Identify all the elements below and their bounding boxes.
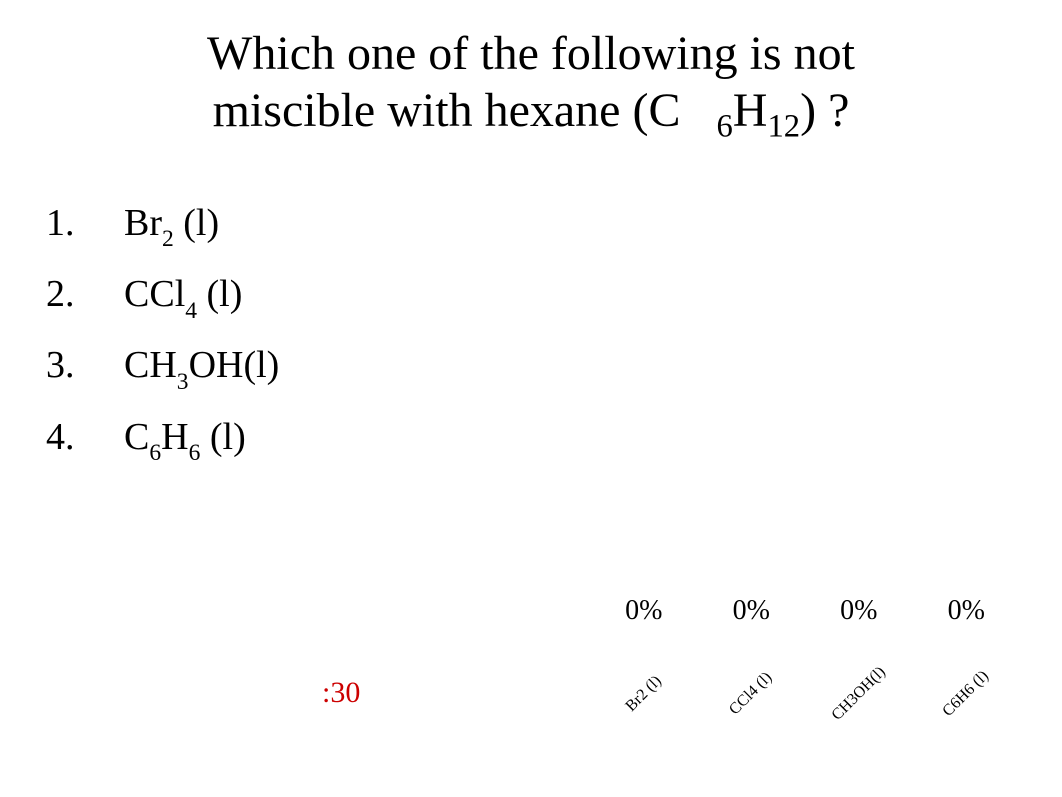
- quiz-slide: Which one of the following is not miscib…: [0, 0, 1062, 797]
- option-number: 1.: [46, 188, 124, 259]
- x-axis-label: CH3OH(l): [828, 663, 889, 724]
- percent-label: 0%: [913, 595, 1021, 627]
- chart-bar-4: 0% C6H6 (l): [913, 580, 1021, 780]
- x-axis-label: CCl4 (l): [726, 669, 776, 719]
- percent-label: 0%: [698, 595, 806, 627]
- option-3[interactable]: 3. CH3OH(l): [46, 330, 279, 401]
- option-number: 2.: [46, 259, 124, 330]
- percent-label: 0%: [805, 595, 913, 627]
- title-line2: miscible with hexane (C 6H12) ?: [213, 84, 850, 137]
- option-number: 3.: [46, 330, 124, 401]
- option-text: C6H6 (l): [124, 402, 246, 473]
- answer-options: 1. Br2 (l) 2. CCl4 (l) 3. CH3OH(l) 4. C6…: [46, 188, 279, 473]
- response-bar-chart: 0% Br2 (l) 0% CCl4 (l) 0% CH3OH(l) 0% C6…: [590, 580, 1020, 780]
- option-2[interactable]: 2. CCl4 (l): [46, 259, 279, 330]
- chart-bar-3: 0% CH3OH(l): [805, 580, 913, 780]
- option-text: CH3OH(l): [124, 330, 279, 401]
- countdown-timer: :30: [322, 676, 360, 710]
- option-text: CCl4 (l): [124, 259, 242, 330]
- chart-bar-2: 0% CCl4 (l): [698, 580, 806, 780]
- option-number: 4.: [46, 402, 124, 473]
- option-4[interactable]: 4. C6H6 (l): [46, 402, 279, 473]
- question-title: Which one of the following is not miscib…: [0, 26, 1062, 146]
- option-1[interactable]: 1. Br2 (l): [46, 188, 279, 259]
- x-axis-label: C6H6 (l): [940, 667, 993, 720]
- chart-bar-1: 0% Br2 (l): [590, 580, 698, 780]
- option-text: Br2 (l): [124, 188, 219, 259]
- percent-label: 0%: [590, 595, 698, 627]
- title-line1: Which one of the following is not: [207, 27, 855, 80]
- x-axis-label: Br2 (l): [622, 672, 665, 715]
